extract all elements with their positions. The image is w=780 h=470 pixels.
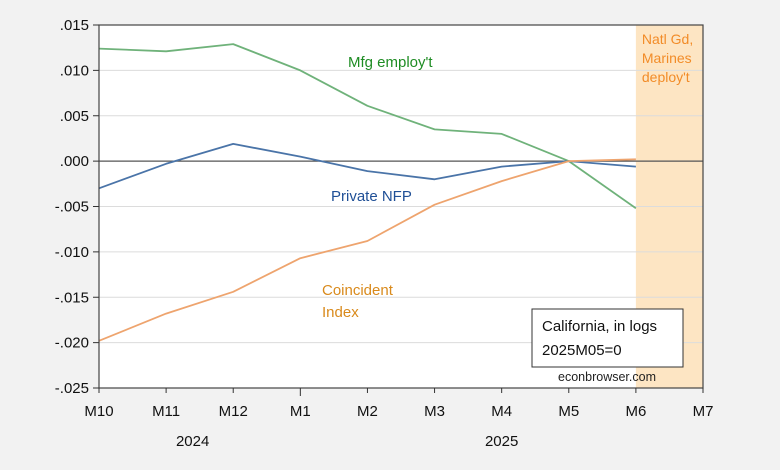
annotation-line-2: 2025M05=0 [542,342,622,359]
series-label: Private NFP [331,188,412,205]
x-tick-label: M12 [219,403,248,420]
y-tick-label: .015 [60,17,89,34]
x-tick-label: M10 [84,403,113,420]
gridlines [99,69,703,344]
series-label: Index [322,304,359,321]
series-labels: Mfg employ't Private NFP Coincident Index [322,54,433,321]
series-line-private-nfp [98,142,636,190]
y-tick-label: .000 [60,153,89,170]
x-tick-label: M3 [424,403,445,420]
x-tick-label: M11 [152,403,180,420]
annotation-box [531,308,684,368]
y-tick-label: -.025 [55,380,89,397]
y-tick-label: -.005 [55,199,89,216]
x-year-label: 2025 [485,433,518,450]
x-tick-label: M2 [357,403,378,420]
series-line-coincident-index [98,158,636,342]
source-credit: econbrowser.com [558,370,656,384]
annotation-line-1: California, in logs [542,318,657,335]
shaded-region-label-line: Marines [642,50,692,66]
x-tick-label: M7 [693,403,714,420]
series-lines [98,43,637,342]
y-tick-label: -.010 [55,244,89,261]
y-tick-label: .005 [60,108,89,125]
shaded-region-label-line: Natl Gd, [642,31,693,47]
x-year-label: 2024 [176,433,209,450]
x-tick-label: M6 [625,403,646,420]
x-tick-label: M4 [491,403,512,420]
y-tick-label: .010 [60,62,89,79]
y-axis: .015 .010 .005 .000 -.005 -.010 -.015 -.020 -.02… [55,17,99,397]
series-line-mfg-employ-t [98,43,637,210]
y-tick-label: -.015 [55,289,89,306]
y-tick-label: -.020 [55,335,89,352]
shaded-region-label-line: deploy't [642,69,690,85]
x-tick-label: M5 [558,403,579,420]
x-axis: M10 M11 M12 M1 M2 M3 M4 M5 M6 M7 2024 2025 [84,388,713,450]
series-label: Mfg employ't [348,54,433,71]
series-label: Coincident [322,282,394,299]
x-tick-label: M1 [290,403,311,420]
